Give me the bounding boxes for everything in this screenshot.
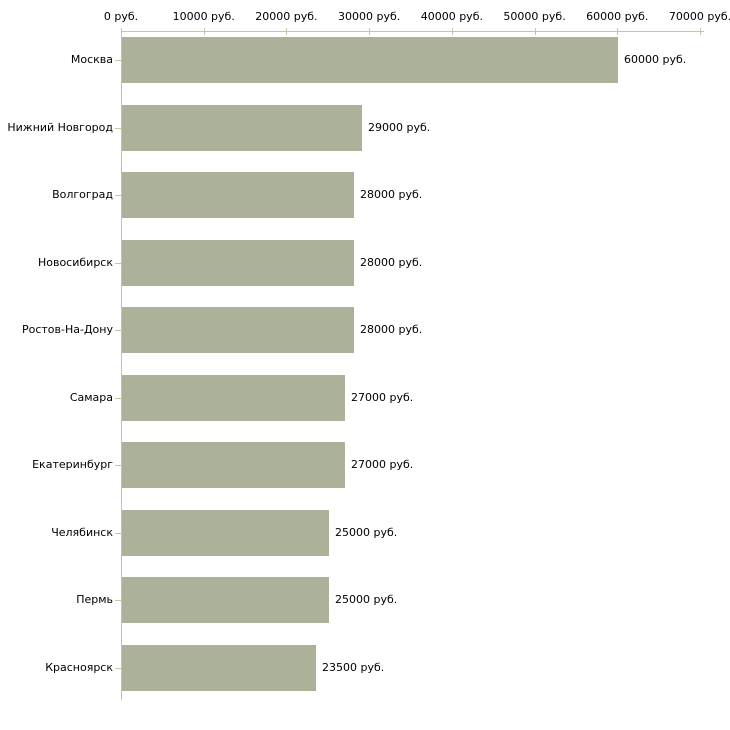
- y-axis-line: [121, 31, 122, 700]
- x-tick-mark: [617, 28, 619, 35]
- category-label: Новосибирск: [37, 255, 113, 269]
- bar: [122, 644, 316, 691]
- bar: [122, 577, 329, 624]
- category-label: Москва: [70, 53, 113, 66]
- value-label: 25000 руб.: [335, 525, 398, 539]
- value-label: 60000 руб.: [624, 53, 687, 66]
- category-label: Волгоград: [52, 188, 113, 202]
- y-tick-mark: [115, 330, 121, 332]
- x-tick-label: 30000 руб.: [338, 10, 401, 23]
- x-tick-mark: [286, 28, 288, 35]
- bar: [122, 172, 354, 219]
- x-tick-mark: [369, 28, 371, 35]
- x-tick-mark: [121, 28, 122, 35]
- bar: [122, 104, 362, 151]
- bar: [122, 509, 329, 556]
- y-tick-mark: [115, 532, 121, 534]
- category-label: Нижний Новгород: [7, 120, 113, 134]
- bar: [122, 239, 354, 286]
- y-tick-mark: [115, 60, 121, 61]
- value-label: 27000 руб.: [351, 458, 414, 472]
- x-tick-mark: [534, 28, 536, 35]
- category-label: Красноярск: [45, 660, 113, 674]
- x-tick-label: 60000 руб.: [586, 10, 649, 23]
- bar: [122, 442, 345, 489]
- x-tick-label: 40000 руб.: [420, 10, 483, 23]
- y-tick-mark: [115, 465, 121, 467]
- category-label: Ростов-На-Дону: [21, 323, 113, 337]
- y-tick-mark: [115, 667, 121, 669]
- y-tick-mark: [115, 397, 121, 399]
- category-label: Екатеринбург: [32, 458, 113, 472]
- x-tick-mark: [203, 28, 205, 35]
- x-tick-label: 0 руб.: [103, 10, 139, 23]
- x-tick-mark: [700, 28, 701, 35]
- value-label: 29000 руб.: [368, 120, 431, 134]
- y-tick-mark: [115, 600, 121, 602]
- x-tick-label: 10000 руб.: [172, 10, 235, 23]
- bar: [122, 37, 618, 83]
- value-label: 27000 руб.: [351, 390, 414, 404]
- value-label: 28000 руб.: [360, 188, 423, 202]
- bar: [122, 374, 345, 421]
- y-tick-mark: [115, 262, 121, 264]
- x-tick-label: 50000 руб.: [503, 10, 566, 23]
- value-label: 28000 руб.: [360, 255, 423, 269]
- value-label: 28000 руб.: [360, 323, 423, 337]
- bar: [122, 307, 354, 354]
- category-label: Самара: [69, 390, 113, 404]
- value-label: 23500 руб.: [322, 660, 385, 674]
- x-tick-mark: [451, 28, 453, 35]
- value-label: 25000 руб.: [335, 593, 398, 607]
- y-tick-mark: [115, 127, 121, 129]
- y-tick-mark: [115, 195, 121, 197]
- category-label: Пермь: [76, 593, 113, 607]
- category-label: Челябинск: [51, 525, 113, 539]
- x-tick-label: 70000 руб.: [668, 10, 730, 23]
- x-tick-label: 20000 руб.: [255, 10, 318, 23]
- x-axis-line: [121, 31, 704, 32]
